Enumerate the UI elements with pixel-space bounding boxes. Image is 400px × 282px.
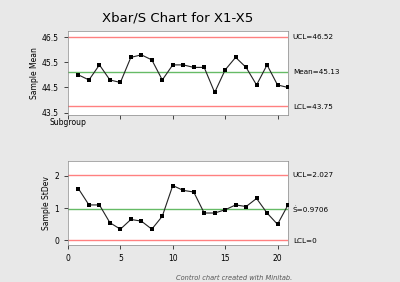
Text: Xbar/S Chart for X1-X5: Xbar/S Chart for X1-X5 [102,11,254,24]
Text: Subgroup: Subgroup [50,118,87,127]
Y-axis label: Sample StDev: Sample StDev [42,176,51,230]
Y-axis label: Sample Mean: Sample Mean [30,47,39,99]
Text: Control chart created with Minitab.: Control chart created with Minitab. [176,275,292,281]
